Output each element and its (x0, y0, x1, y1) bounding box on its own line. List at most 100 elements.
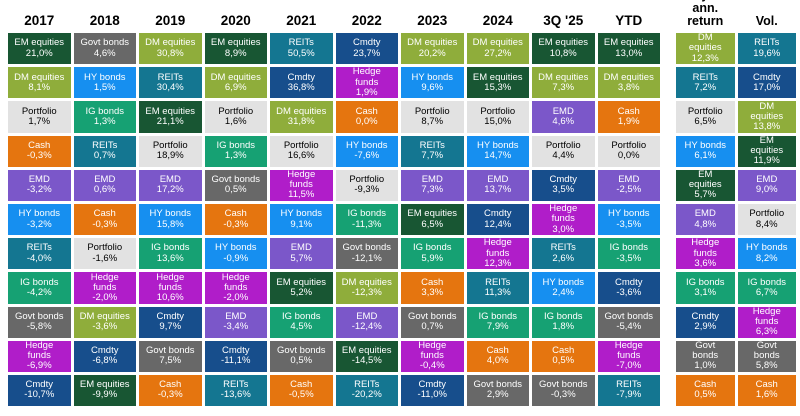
return-value: 5,2% (290, 286, 313, 298)
asset-label: Hedge funds (752, 306, 781, 327)
asset-label: Cash (159, 379, 182, 391)
return-cell-reits: REITs -7,9% (597, 374, 660, 407)
return-cell-cash: Cash -0,3% (204, 203, 267, 236)
asset-label: Govt bonds (14, 310, 64, 322)
asset-label: Hedge funds (483, 238, 512, 259)
asset-label: HY bonds (149, 208, 192, 220)
return-value: 50,5% (287, 47, 315, 59)
return-cell-dm-equities: DM equities 30,8% (139, 33, 202, 65)
asset-label: DM equities (603, 71, 654, 83)
asset-label: IG bonds (19, 276, 59, 288)
return-cell-portfolio: Portfolio 8,4% (737, 203, 796, 236)
return-value: 8,1% (28, 81, 51, 93)
return-cell-reits: REITs 11,3% (466, 272, 529, 304)
return-value: -2,0% (92, 292, 118, 304)
return-value: 9,0% (755, 184, 778, 196)
return-value: -0,5% (288, 389, 314, 401)
return-cell-hy-bonds: HY bonds 14,7% (466, 135, 529, 167)
return-value: 6,5% (421, 218, 444, 230)
return-cell-ig-bonds: IG bonds 1,8% (532, 306, 595, 338)
return-value: 4,6% (93, 47, 116, 59)
return-value: 3,0% (552, 223, 575, 235)
return-cell-hedge-funds: Hedge funds 11,5% (270, 169, 333, 201)
return-value: 6,7% (755, 286, 778, 298)
return-value: -1,6% (92, 252, 118, 264)
return-cell-emd: EMD -2,5% (597, 169, 660, 201)
return-value: 15,8% (156, 218, 184, 230)
return-value: 12,3% (691, 52, 719, 64)
return-cell-portfolio: Portfolio -1,6% (73, 238, 136, 270)
return-value: -10,7% (24, 389, 55, 401)
return-cell-cash: Cash -0,5% (270, 374, 333, 407)
return-cell-dm-equities: DM equities 20,2% (401, 33, 464, 65)
asset-label: Hedge funds (352, 67, 381, 88)
return-cell-reits: REITs 50,5% (270, 33, 333, 65)
column-header: YTD (615, 12, 643, 28)
asset-label: REITs (157, 71, 183, 83)
return-value: -4,0% (26, 252, 52, 264)
asset-label: IG bonds (543, 310, 583, 322)
asset-label: HY bonds (745, 242, 788, 254)
return-value: -12,3% (351, 286, 382, 298)
asset-label: IG bonds (216, 139, 256, 151)
asset-label: DM equities (407, 37, 458, 49)
asset-label: EMD (159, 174, 181, 186)
return-value: 1,9% (355, 86, 378, 98)
return-value: 4,8% (694, 218, 717, 230)
return-cell-hy-bonds: HY bonds 8,2% (737, 238, 796, 270)
asset-label: Govt bonds (407, 310, 457, 322)
return-value: 4,5% (290, 321, 313, 333)
return-cell-portfolio: Portfolio 1,6% (204, 101, 267, 133)
return-cell-emd: EMD -3,2% (8, 169, 71, 201)
return-cell-hedge-funds: Hedge funds 1,9% (335, 67, 398, 99)
column-header: 2019 (155, 12, 186, 28)
asset-label: EMD (356, 310, 378, 322)
return-cell-hy-bonds: HY bonds -3,2% (8, 203, 71, 236)
return-value: 3,3% (421, 286, 444, 298)
return-value: 9,7% (159, 321, 182, 333)
return-cell-em-equities: EM equities 5,7% (676, 169, 735, 201)
return-cell-portfolio: Portfolio 15,0% (466, 101, 529, 133)
return-cell-hy-bonds: HY bonds 9,6% (401, 67, 464, 99)
return-cell-dm-equities: DM equities 31,8% (270, 101, 333, 133)
asset-label: Portfolio (349, 174, 385, 186)
return-cell-hy-bonds: HY bonds 15,8% (139, 203, 202, 236)
return-cell-em-equities: EM equities -9,9% (73, 374, 136, 407)
return-cell-cash: Cash 4,0% (466, 340, 529, 372)
return-cell-portfolio: Portfolio 16,6% (270, 135, 333, 167)
return-value: 0,7% (93, 150, 116, 162)
return-cell-hedge-funds: Hedge funds -2,0% (204, 272, 267, 304)
asset-label: EMD (618, 174, 640, 186)
asset-label: Govt bonds (211, 174, 261, 186)
return-value: 13,7% (484, 184, 512, 196)
asset-label: REITs (692, 71, 718, 83)
return-cell-dm-equities: DM equities -3,6% (73, 306, 136, 338)
return-value: -2,0% (223, 292, 249, 304)
return-cell-hedge-funds: Hedge funds -6,9% (8, 340, 71, 372)
asset-label: Cmdty (91, 345, 119, 357)
return-cell-reits: REITs -13,6% (204, 374, 267, 407)
asset-label: Hedge funds (156, 272, 185, 293)
return-value: -7,9% (616, 389, 642, 401)
return-cell-em-equities: EM equities 13,0% (597, 33, 660, 65)
asset-label: Hedge funds (549, 203, 578, 225)
asset-label: Portfolio (87, 242, 123, 254)
return-value: -3,2% (26, 184, 52, 196)
return-value: 0,0% (355, 115, 378, 127)
asset-label: IG bonds (150, 242, 190, 254)
return-cell-hy-bonds: HY bonds -3,5% (597, 203, 660, 236)
return-cell-emd: EMD 4,6% (532, 101, 595, 133)
return-cell-hedge-funds: Hedge funds 6,3% (737, 306, 796, 338)
asset-label: DM equities (472, 37, 523, 49)
return-value: 7,9% (486, 321, 509, 333)
return-cell-em-equities: EM equities 10,8% (532, 33, 595, 65)
return-value: -3,6% (92, 321, 118, 333)
return-cell-emd: EMD 9,0% (737, 169, 796, 201)
asset-label: IG bonds (85, 105, 125, 117)
asset-label: Hedge funds (25, 340, 54, 362)
asset-label: Cmdty (287, 71, 315, 83)
return-value: 13,0% (615, 47, 643, 59)
return-value: 9,6% (421, 81, 444, 93)
return-cell-cmdty: Cmdty 2,9% (676, 306, 735, 338)
